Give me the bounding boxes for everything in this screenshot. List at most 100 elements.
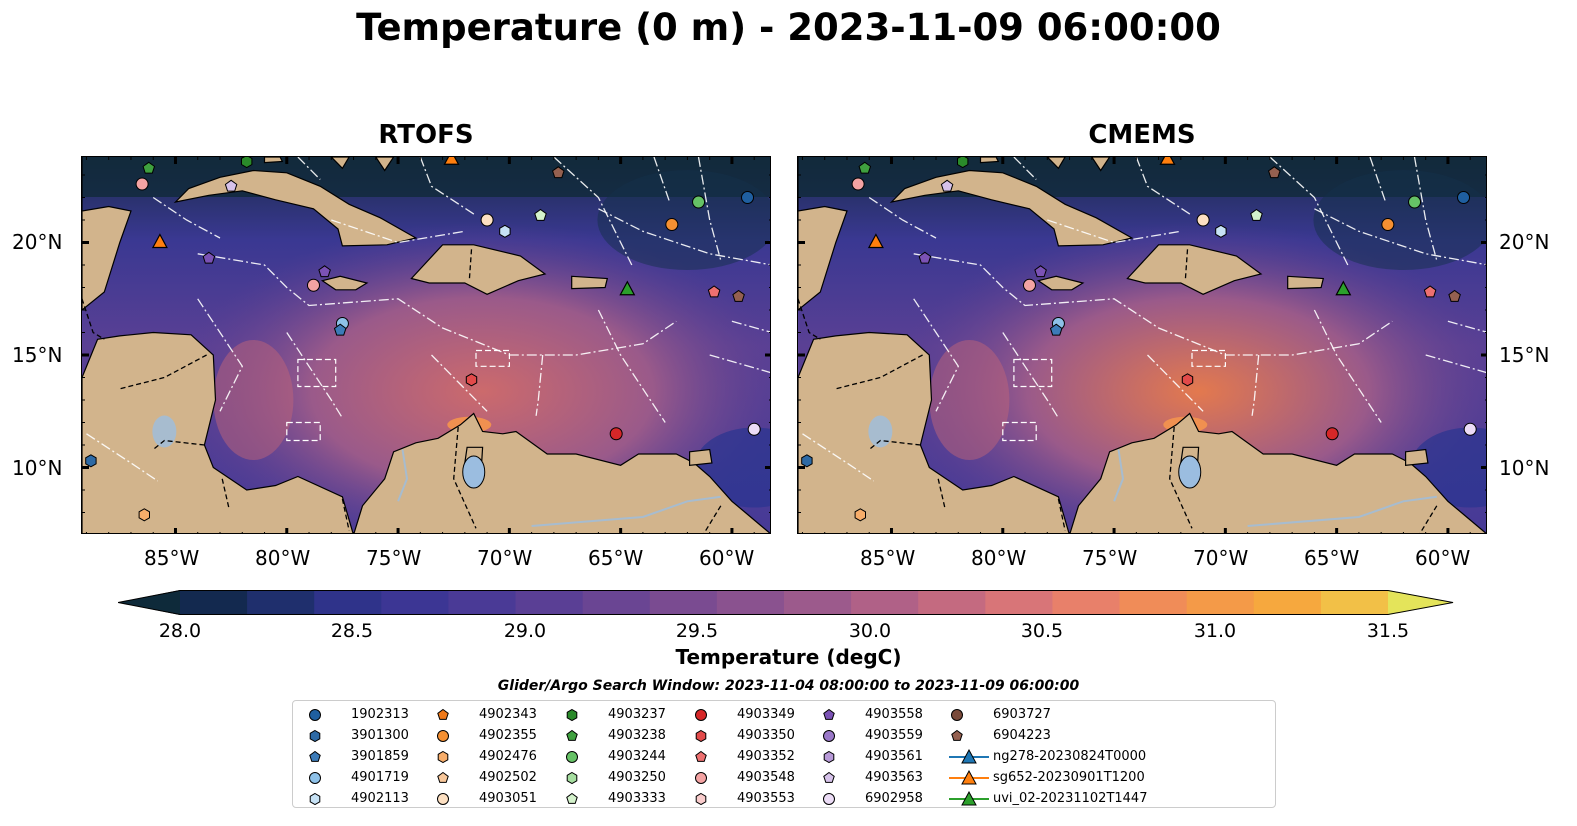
float-marker[interactable] xyxy=(1181,373,1194,387)
legend-label: uvi_02-20231102T1447 xyxy=(993,791,1148,806)
float-marker[interactable] xyxy=(480,213,494,227)
float-marker[interactable] xyxy=(732,289,745,302)
float-marker[interactable] xyxy=(1381,218,1395,231)
float-marker[interactable] xyxy=(1159,157,1176,165)
float-marker[interactable] xyxy=(1034,265,1047,278)
float-marker[interactable] xyxy=(619,280,636,296)
float-marker[interactable] xyxy=(854,508,866,522)
colorbar-tick: 29.5 xyxy=(675,620,719,642)
float-marker[interactable] xyxy=(692,195,706,209)
float-marker[interactable] xyxy=(499,224,511,238)
float-marker[interactable] xyxy=(957,157,969,169)
float-marker[interactable] xyxy=(1022,278,1036,292)
land-bahamas1 xyxy=(330,157,350,170)
eez-boundary xyxy=(197,253,677,356)
x-tick-label: 75°W xyxy=(366,546,422,570)
region-box xyxy=(1191,349,1226,367)
float-marker[interactable] xyxy=(138,508,150,522)
colorbar-extend-low xyxy=(118,590,180,615)
map-cmems[interactable] xyxy=(797,156,1487,534)
land-bahamas1 xyxy=(1046,157,1066,170)
eez-boundary xyxy=(1013,157,1037,180)
float-marker[interactable] xyxy=(1049,323,1063,336)
country-border xyxy=(937,478,946,509)
float-marker[interactable] xyxy=(142,161,156,174)
float-marker[interactable] xyxy=(1408,195,1422,209)
country-border xyxy=(453,426,477,529)
float-marker[interactable] xyxy=(241,157,253,169)
lake-maracaibo xyxy=(1178,455,1202,489)
float-marker[interactable] xyxy=(665,218,679,231)
legend-marker-icon xyxy=(309,772,321,784)
float-marker[interactable] xyxy=(224,179,238,192)
float-marker[interactable] xyxy=(741,191,755,204)
search-window-text: Glider/Argo Search Window: 2023-11-04 08… xyxy=(497,678,1080,694)
x-tick-label: 80°W xyxy=(971,546,1027,570)
float-marker[interactable] xyxy=(1423,285,1437,298)
float-marker[interactable] xyxy=(1215,224,1227,238)
land-yucatan xyxy=(82,157,132,311)
map-rtofs[interactable] xyxy=(81,156,771,534)
colorbar-segment xyxy=(649,590,718,615)
float-marker[interactable] xyxy=(151,233,168,249)
legend-marker-icon xyxy=(437,708,449,720)
float-marker[interactable] xyxy=(1268,166,1281,179)
figure-title: Temperature (0 m) - 2023-11-09 06:00:00 xyxy=(356,6,1221,49)
float-marker[interactable] xyxy=(1250,208,1263,221)
eez-boundary xyxy=(553,157,633,266)
country-border xyxy=(1184,249,1189,281)
land-central xyxy=(82,331,354,533)
warm-water-west xyxy=(929,340,1010,460)
region-box xyxy=(1013,358,1053,388)
colorbar-segment xyxy=(784,590,852,615)
legend-label: 4903051 xyxy=(479,791,537,806)
float-marker[interactable] xyxy=(306,278,320,292)
float-marker[interactable] xyxy=(1196,213,1210,227)
country-border xyxy=(468,249,473,281)
eez-boundary xyxy=(1147,354,1204,412)
legend-marker-icon xyxy=(695,729,707,743)
float-marker[interactable] xyxy=(552,166,565,179)
float-marker[interactable] xyxy=(333,323,347,336)
land-yucatan xyxy=(798,157,848,311)
legend-label: 4903548 xyxy=(737,770,795,785)
lake-nicaragua xyxy=(868,415,893,448)
float-marker[interactable] xyxy=(318,265,331,278)
float-marker[interactable] xyxy=(851,177,865,191)
colorbar-tick: 31.0 xyxy=(1193,620,1237,642)
float-marker[interactable] xyxy=(707,285,721,298)
float-marker[interactable] xyxy=(534,208,547,221)
float-marker[interactable] xyxy=(1463,422,1477,436)
float-marker[interactable] xyxy=(918,251,932,264)
x-tick-label: 60°W xyxy=(699,546,755,570)
float-marker[interactable] xyxy=(1457,191,1471,204)
float-marker[interactable] xyxy=(609,427,623,441)
y-tick-label: 20°N xyxy=(12,230,63,254)
legend-label: 4903563 xyxy=(865,770,923,785)
float-marker[interactable] xyxy=(465,373,478,387)
float-marker[interactable] xyxy=(801,454,813,468)
panel-title-cmems: CMEMS xyxy=(1088,120,1196,150)
float-marker[interactable] xyxy=(202,251,216,264)
legend-marker-icon xyxy=(695,792,707,806)
float-marker[interactable] xyxy=(443,157,460,165)
float-marker[interactable] xyxy=(940,179,954,192)
x-tick-label: 70°W xyxy=(1193,546,1249,570)
legend-label: ng278-20230824T0000 xyxy=(993,749,1147,764)
legend-marker-icon xyxy=(823,730,835,742)
country-border xyxy=(1169,426,1193,529)
float-marker[interactable] xyxy=(1335,280,1352,296)
float-marker[interactable] xyxy=(135,177,149,191)
float-marker[interactable] xyxy=(1448,289,1461,302)
float-marker[interactable] xyxy=(1325,427,1339,441)
land-jamaica xyxy=(1036,275,1085,291)
float-marker[interactable] xyxy=(747,422,761,436)
x-tick-label: 75°W xyxy=(1082,546,1138,570)
river xyxy=(397,449,409,502)
float-marker[interactable] xyxy=(867,233,884,249)
legend-marker-icon xyxy=(823,771,835,783)
float-marker[interactable] xyxy=(858,161,872,174)
float-marker[interactable] xyxy=(85,454,97,468)
legend-label: 6903727 xyxy=(993,707,1051,722)
region-box xyxy=(286,421,321,442)
